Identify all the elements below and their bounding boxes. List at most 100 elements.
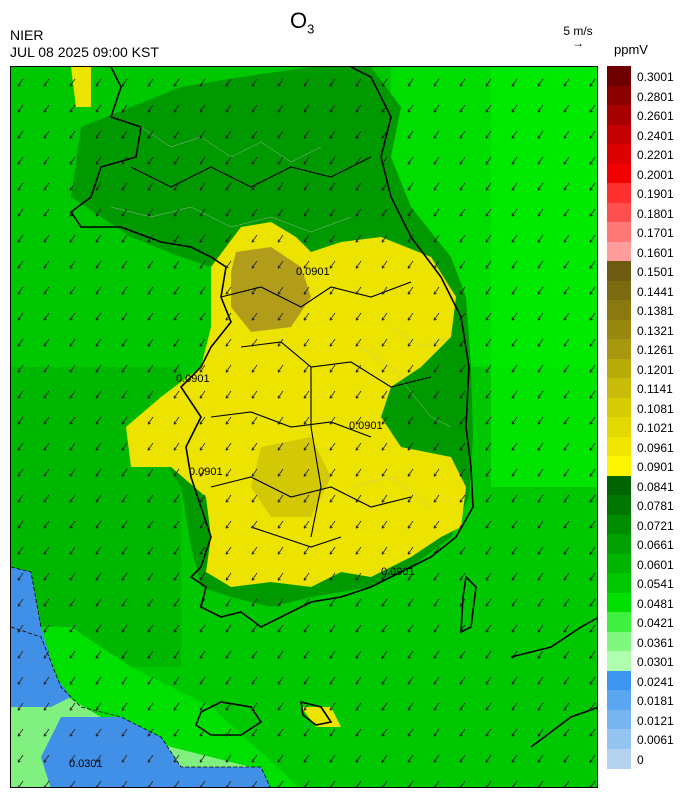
wind-arrow xyxy=(511,416,518,425)
wind-arrow xyxy=(17,468,24,477)
wind-arrow xyxy=(147,156,154,165)
wind-arrow xyxy=(459,468,466,477)
wind-arrow-head xyxy=(459,551,463,555)
wind-arrow xyxy=(43,676,50,685)
wind-arrow-head xyxy=(303,239,307,243)
wind-arrow xyxy=(95,416,102,425)
wind-arrow-head xyxy=(485,733,489,737)
wind-arrow-head xyxy=(511,109,515,113)
wind-arrow xyxy=(173,546,180,555)
wind-arrow xyxy=(43,338,50,347)
wind-arrow-head xyxy=(355,681,359,685)
wind-arrow xyxy=(485,364,492,373)
wind-arrow-head xyxy=(225,499,229,503)
wind-arrow-head xyxy=(95,551,99,555)
wind-arrow-head xyxy=(563,291,567,295)
wind-arrow-head xyxy=(277,265,281,269)
wind-arrow-head xyxy=(329,83,333,87)
wind-arrow xyxy=(17,156,24,165)
wind-arrow xyxy=(537,494,544,503)
wind-arrow-head xyxy=(589,629,593,633)
wind-arrow-head xyxy=(303,577,307,581)
wind-arrow xyxy=(225,312,232,321)
wind-arrow-head xyxy=(355,395,359,399)
wind-arrow-head xyxy=(225,551,229,555)
wind-arrow xyxy=(251,234,258,243)
wind-arrow-head xyxy=(433,759,437,763)
wind-arrow-head xyxy=(563,785,567,787)
wind-arrow xyxy=(589,208,596,217)
wind-arrow xyxy=(589,416,596,425)
wind-arrow-head xyxy=(589,343,593,347)
wind-arrow-head xyxy=(329,681,333,685)
wind-arrow xyxy=(225,468,232,477)
wind-arrow-head xyxy=(95,733,99,737)
wind-arrow-head xyxy=(69,603,73,607)
wind-arrow xyxy=(381,260,388,269)
wind-arrow-head xyxy=(537,447,541,451)
wind-arrow xyxy=(563,702,570,711)
wind-arrow xyxy=(381,234,388,243)
wind-arrow xyxy=(381,650,388,659)
wind-arrow-head xyxy=(407,499,411,503)
colorbar-swatch xyxy=(607,631,631,652)
wind-arrow xyxy=(69,364,76,373)
wind-arrow xyxy=(537,234,544,243)
wind-arrow xyxy=(589,676,596,685)
wind-arrow xyxy=(95,754,102,763)
wind-arrow xyxy=(277,702,284,711)
wind-arrow-head xyxy=(485,655,489,659)
wind-arrow-head xyxy=(563,577,567,581)
wind-arrow xyxy=(277,442,284,451)
wind-arrow xyxy=(69,208,76,217)
wind-arrow-head xyxy=(121,317,125,321)
wind-arrow-head xyxy=(17,447,21,451)
wind-arrow xyxy=(199,234,206,243)
wind-arrow xyxy=(121,650,128,659)
wind-arrow xyxy=(329,286,336,295)
wind-arrow-head xyxy=(381,213,385,217)
wind-arrow xyxy=(433,416,440,425)
wind-arrow-head xyxy=(589,499,593,503)
wind-arrow-head xyxy=(537,577,541,581)
colorbar-label: 0.1701 xyxy=(637,226,674,240)
wind-arrow-head xyxy=(121,681,125,685)
wind-arrow-head xyxy=(225,473,229,477)
wind-arrow xyxy=(511,156,518,165)
wind-arrow xyxy=(485,182,492,191)
map-canvas: 0.0901 0.0901 0.0901 0.0301 0.0901 0.090… xyxy=(11,67,597,787)
wind-arrow xyxy=(121,546,128,555)
wind-arrow xyxy=(433,468,440,477)
wind-arrow-head xyxy=(147,291,151,295)
wind-arrow xyxy=(277,104,284,113)
wind-arrow-head xyxy=(69,447,73,451)
wind-arrow-head xyxy=(43,421,47,425)
wind-arrow xyxy=(459,208,466,217)
wind-arrow xyxy=(589,338,596,347)
wind-arrow xyxy=(433,104,440,113)
colorbar-label: 0.0361 xyxy=(637,635,674,650)
wind-arrow xyxy=(381,702,388,711)
contour-label: 0.0901 xyxy=(349,420,383,432)
wind-arrow xyxy=(121,78,128,87)
wind-arrow xyxy=(251,208,258,217)
wind-arrow-head xyxy=(563,447,567,451)
wind-arrow xyxy=(303,676,310,685)
wind-arrow-head xyxy=(433,525,437,529)
wind-arrow-head xyxy=(303,213,307,217)
wind-arrow xyxy=(329,234,336,243)
wind-arrow xyxy=(303,234,310,243)
wind-arrow-head xyxy=(69,135,73,139)
wind-arrow xyxy=(121,338,128,347)
wind-arrow-head xyxy=(43,447,47,451)
wind-arrow-head xyxy=(43,551,47,555)
wind-arrow-head xyxy=(173,681,177,685)
wind-arrow-head xyxy=(485,759,489,763)
wind-arrow xyxy=(69,624,76,633)
wind-arrow-head xyxy=(459,343,463,347)
wind-arrow-head xyxy=(147,447,151,451)
wind-arrow-head xyxy=(381,239,385,243)
wind-arrow xyxy=(407,520,414,529)
wind-arrow xyxy=(277,234,284,243)
wind-arrow xyxy=(17,728,24,737)
